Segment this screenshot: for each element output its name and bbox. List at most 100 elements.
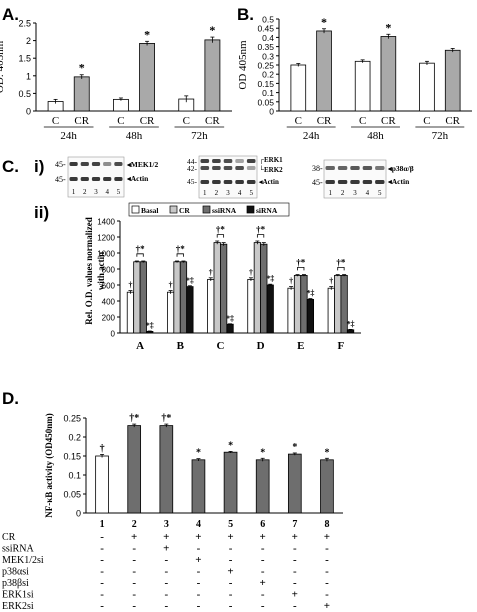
chart-b-bar bbox=[380, 36, 397, 112]
chart-cii-significance-label: † bbox=[209, 268, 213, 277]
chart-d-x-tick-label: 7 bbox=[292, 519, 297, 530]
chart-cii-y-tick-label: 1000 bbox=[97, 250, 115, 259]
blot-band bbox=[212, 166, 221, 170]
chart-b-y-tick-label: 0.2 bbox=[262, 70, 274, 80]
chart-a-x-tick-label: C bbox=[183, 115, 190, 127]
lane-number: 3 bbox=[226, 189, 230, 197]
chart-cii-bar bbox=[253, 242, 261, 334]
chart-cii-bar bbox=[179, 261, 188, 334]
chart-cii-bar bbox=[247, 278, 255, 334]
blot-band bbox=[246, 180, 256, 184]
condition-cell: - bbox=[229, 554, 233, 566]
chart-cii-y-tick-label: 200 bbox=[102, 314, 116, 323]
chart-a-bar bbox=[204, 39, 221, 112]
chart-cii-bracket-label: †* bbox=[336, 257, 346, 267]
chart-d-bar bbox=[287, 453, 302, 514]
legend-box bbox=[128, 202, 290, 217]
chart-a-group-label: 24h bbox=[60, 130, 77, 142]
chart-cii-bar bbox=[226, 323, 234, 334]
blot1-label-top: ◂MEK1/2 bbox=[126, 160, 159, 169]
chart-cii-bracket bbox=[176, 253, 184, 257]
chart-d-x-tick-label: 6 bbox=[260, 519, 265, 530]
chart-b-bar bbox=[290, 64, 307, 112]
condition-cell: + bbox=[260, 531, 266, 543]
legend-label: CR bbox=[179, 206, 190, 215]
condition-cell: - bbox=[261, 589, 265, 601]
chart-cii-bracket-label: †* bbox=[136, 244, 146, 254]
chart-cii-bar bbox=[334, 274, 342, 334]
chart-d-bar bbox=[127, 425, 142, 514]
blot-band bbox=[200, 180, 210, 184]
blot-band bbox=[69, 177, 78, 181]
blot-band bbox=[212, 180, 221, 184]
chart-b-y-tick-label: 0.3 bbox=[262, 51, 274, 61]
chart-cii-x-tick-label: D bbox=[257, 340, 265, 352]
chart-d-bar bbox=[95, 455, 109, 514]
blot-band bbox=[362, 166, 373, 170]
chart-b-y-tick-label: 0.1 bbox=[262, 88, 274, 98]
lane-number: 1 bbox=[328, 189, 332, 197]
lane-number: 1 bbox=[72, 188, 76, 196]
condition-cell: - bbox=[132, 543, 136, 555]
condition-cell: - bbox=[261, 600, 265, 612]
condition-cell: - bbox=[132, 577, 136, 589]
chart-cii-bar bbox=[266, 284, 274, 334]
condition-cell: - bbox=[261, 566, 265, 578]
condition-cell: + bbox=[227, 531, 233, 543]
legend-label: siRNA bbox=[256, 206, 278, 215]
chart-cii-x-tick-label: B bbox=[177, 340, 185, 352]
chart-cii-bracket bbox=[216, 234, 225, 238]
chart-a-significance-label: * bbox=[144, 27, 150, 41]
lane-number: 2 bbox=[341, 189, 345, 197]
blot2-label-top2: └ERK2 bbox=[259, 165, 283, 174]
blot-band bbox=[114, 162, 123, 166]
condition-cell: + bbox=[292, 589, 298, 601]
blot-band bbox=[337, 166, 348, 170]
chart-b-x-tick-label: C bbox=[423, 115, 430, 127]
chart-cii-bar bbox=[293, 274, 302, 334]
blot1-mw-top: 45- bbox=[55, 160, 66, 169]
panel-label-d: D. bbox=[2, 389, 19, 408]
condition-cell: - bbox=[229, 543, 233, 555]
condition-cell: - bbox=[197, 600, 201, 612]
lane-number: 1 bbox=[203, 189, 207, 197]
chart-a-x-tick-label: C bbox=[52, 115, 59, 127]
lane-number: 4 bbox=[366, 189, 370, 197]
panel-label-cii: ii) bbox=[34, 203, 49, 222]
condition-row-label: CR bbox=[2, 532, 16, 543]
chart-b-group-label: 24h bbox=[303, 130, 320, 142]
condition-cell: - bbox=[197, 543, 201, 555]
condition-cell: - bbox=[164, 577, 168, 589]
chart-d-y-tick-label: 0.15 bbox=[63, 452, 81, 462]
condition-cell: - bbox=[325, 566, 329, 578]
blot-band bbox=[114, 177, 123, 181]
chart-a-y-tick-label: 0.5 bbox=[18, 89, 31, 99]
chart-d-significance-label: †* bbox=[161, 413, 171, 424]
condition-row-label: MEK1/2si bbox=[2, 555, 44, 566]
chart-cii-significance-label: † bbox=[128, 281, 132, 290]
chart-cii-y-tick-label: 400 bbox=[102, 298, 116, 307]
chart-cii-y-tick-label: 0 bbox=[111, 330, 116, 339]
blot1-mw-bottom: 45- bbox=[55, 175, 66, 184]
blot-band bbox=[80, 177, 89, 181]
condition-cell: + bbox=[227, 566, 233, 578]
blot-band bbox=[91, 177, 101, 181]
blot2-mw-bottom: 45- bbox=[187, 177, 198, 186]
panel-label-c: C. bbox=[2, 157, 19, 176]
condition-cell: - bbox=[197, 589, 201, 601]
chart-cii-bar bbox=[306, 298, 315, 334]
blot-band bbox=[103, 162, 112, 166]
blot3-mw-top: 38- bbox=[312, 164, 323, 173]
chart-cii-significance-label: † bbox=[289, 277, 293, 286]
condition-cell: + bbox=[195, 531, 201, 543]
chart-cii-significance-label: *‡ bbox=[266, 274, 274, 283]
chart-b-x-tick-label: CR bbox=[381, 115, 396, 127]
condition-cell: - bbox=[325, 589, 329, 601]
chart-cii-y-tick-label: 600 bbox=[102, 282, 116, 291]
condition-cell: - bbox=[229, 600, 233, 612]
condition-cell: + bbox=[260, 577, 266, 589]
condition-cell: + bbox=[324, 600, 330, 612]
legend-swatch bbox=[131, 205, 140, 214]
condition-cell: - bbox=[261, 543, 265, 555]
chart-a-bar bbox=[73, 76, 90, 112]
